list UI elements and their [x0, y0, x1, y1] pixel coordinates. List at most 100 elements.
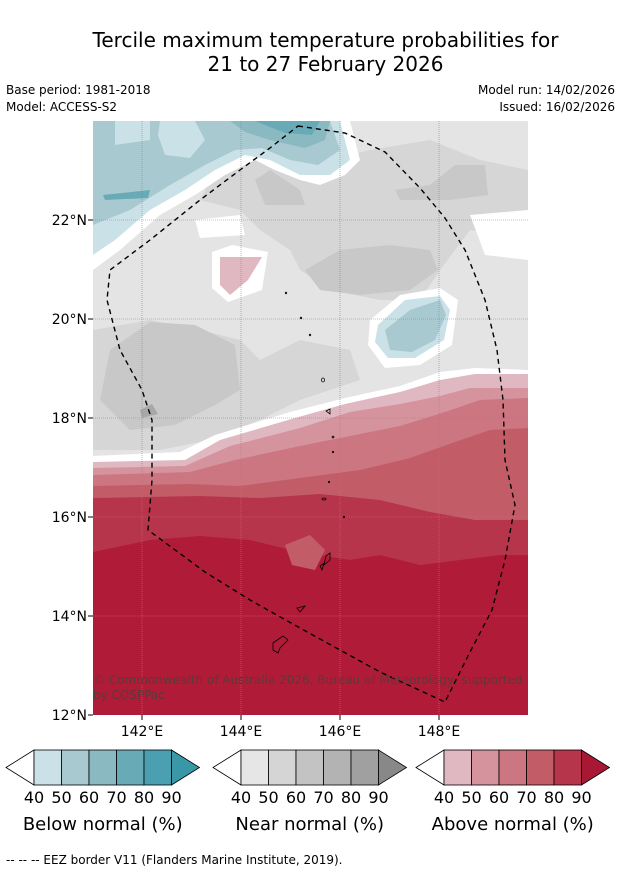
lat-label: 22°N	[52, 213, 87, 229]
copyright-line-2: by COSPPac	[93, 688, 165, 702]
colorbar-high-extension	[378, 749, 408, 786]
eez-border-line	[106, 125, 516, 703]
below-normal-70-streak	[103, 190, 150, 200]
axis-ticks	[88, 219, 440, 720]
colorbar-title: Above normal (%)	[432, 814, 594, 835]
island	[319, 561, 325, 572]
island	[308, 333, 312, 337]
colorbar-tick-label: 90	[161, 788, 181, 807]
near-normal-60-area-n	[255, 170, 305, 205]
lon-label: 144°E	[220, 724, 263, 740]
colorbar-high-extension	[581, 749, 611, 786]
lat-label: 16°N	[52, 510, 87, 526]
colorbar-tick-label: 70	[516, 788, 536, 807]
island-guam	[272, 635, 289, 654]
below-normal-50-east	[385, 300, 446, 352]
colorbar-tick-label: 90	[368, 788, 388, 807]
island	[342, 515, 346, 519]
colorbar-below: 40 50 60 70 80 90 Below normal (%)	[5, 749, 201, 835]
colorbar-tick-label: 50	[51, 788, 71, 807]
colorbar-high-extension	[171, 749, 201, 786]
issued-date: Issued: 16/02/2026	[499, 100, 615, 114]
island	[321, 497, 327, 501]
colorbar-swatch	[471, 749, 500, 786]
island	[331, 435, 335, 439]
below-normal-40-pocket	[115, 121, 150, 145]
colorbar-swatch	[498, 749, 527, 786]
lat-label: 12°N	[52, 708, 87, 724]
colorbar-tick-label: 80	[341, 788, 361, 807]
colorbar-low-extension	[415, 749, 445, 786]
no-signal-area-east	[470, 210, 528, 260]
island	[299, 316, 303, 320]
colorbar-swatch	[143, 749, 172, 786]
above-normal-70-pocket	[285, 535, 325, 570]
model-name: Model: ACCESS-S2	[6, 100, 118, 114]
near-normal-60-area-ne	[395, 165, 488, 200]
colorbar-tick-label: 60	[286, 788, 306, 807]
colorbar-tick-label: 60	[489, 788, 509, 807]
colorbar-swatch	[61, 749, 90, 786]
lat-label: 18°N	[52, 411, 87, 427]
colorbar-tick-label: 70	[313, 788, 333, 807]
colorbar-tick-label: 80	[544, 788, 564, 807]
below-normal-40-pocket-2	[158, 121, 205, 158]
colorbar-swatch	[240, 749, 269, 786]
below-normal-50-area	[93, 121, 340, 225]
meta-right: Model run: 14/02/2026 Issued: 16/02/2026	[478, 82, 615, 116]
colorbar-tick-label: 40	[434, 788, 454, 807]
island	[296, 605, 307, 613]
colorbar-swatch	[323, 749, 352, 786]
colorbar-tick-label: 40	[231, 788, 251, 807]
colorbar-tick-label: 60	[79, 788, 99, 807]
lon-label: 146°E	[319, 724, 362, 740]
copyright-line-1: © Commonwealth of Australia 2026, Bureau…	[93, 673, 523, 687]
colorbar-title: Below normal (%)	[23, 814, 183, 835]
colorbar-tick-label: 40	[24, 788, 44, 807]
island	[323, 552, 331, 567]
colorbar-swatch	[526, 749, 555, 786]
no-signal-area	[195, 215, 245, 238]
lat-label: 14°N	[52, 609, 87, 625]
colorbar-tick-label: 50	[258, 788, 278, 807]
colorbar-tick-label: 80	[134, 788, 154, 807]
title-line-1: Tercile maximum temperature probabilitie…	[92, 28, 559, 52]
model-run: Model run: 14/02/2026	[477, 83, 615, 97]
graticule	[93, 121, 528, 715]
colorbar-tick-label: 70	[106, 788, 126, 807]
colorbar-above: 40 50 60 70 80 90 Above normal (%)	[415, 749, 611, 835]
eez-legend-note: -- -- -- EEZ border V11 (Flanders Marine…	[6, 853, 343, 867]
colorbar-swatch	[295, 749, 324, 786]
meta-left: Base period: 1981-2018 Model: ACCESS-S2	[6, 82, 151, 116]
map-field	[93, 121, 528, 715]
island	[325, 408, 331, 415]
colorbar-tick-label: 50	[461, 788, 481, 807]
colorbar-title: Near normal (%)	[235, 814, 384, 835]
near-normal-60-area-mid	[305, 245, 438, 295]
colorbar-low-extension	[5, 749, 35, 786]
below-normal-70-area	[255, 121, 320, 135]
colorbar-swatch	[553, 749, 582, 786]
island	[284, 291, 288, 295]
colorbar-low-extension	[212, 749, 242, 786]
base-period: Base period: 1981-2018	[6, 83, 151, 97]
above-normal-90-band	[93, 536, 528, 715]
colorbar-swatch	[443, 749, 472, 786]
map-title: Tercile maximum temperature probabilitie…	[0, 28, 621, 76]
title-line-2: 21 to 27 February 2026	[207, 52, 444, 76]
colorbar-near: 40 50 60 70 80 90 Near normal (%)	[212, 749, 408, 835]
lon-label: 142°E	[121, 724, 164, 740]
colorbar-swatch	[33, 749, 62, 786]
colorbar-swatch	[268, 749, 297, 786]
island	[321, 377, 325, 383]
islands	[272, 291, 346, 654]
colorbar-swatch	[116, 749, 145, 786]
colorbar-tick-label: 90	[571, 788, 591, 807]
island	[331, 450, 335, 454]
colorbar-swatch	[350, 749, 379, 786]
colorbar-swatch	[88, 749, 117, 786]
lon-label: 148°E	[418, 724, 461, 740]
lat-label: 20°N	[52, 312, 87, 328]
colorbars: 40 50 60 70 80 90 Below normal (%) 40 50 60 70 80 90…	[5, 749, 611, 835]
